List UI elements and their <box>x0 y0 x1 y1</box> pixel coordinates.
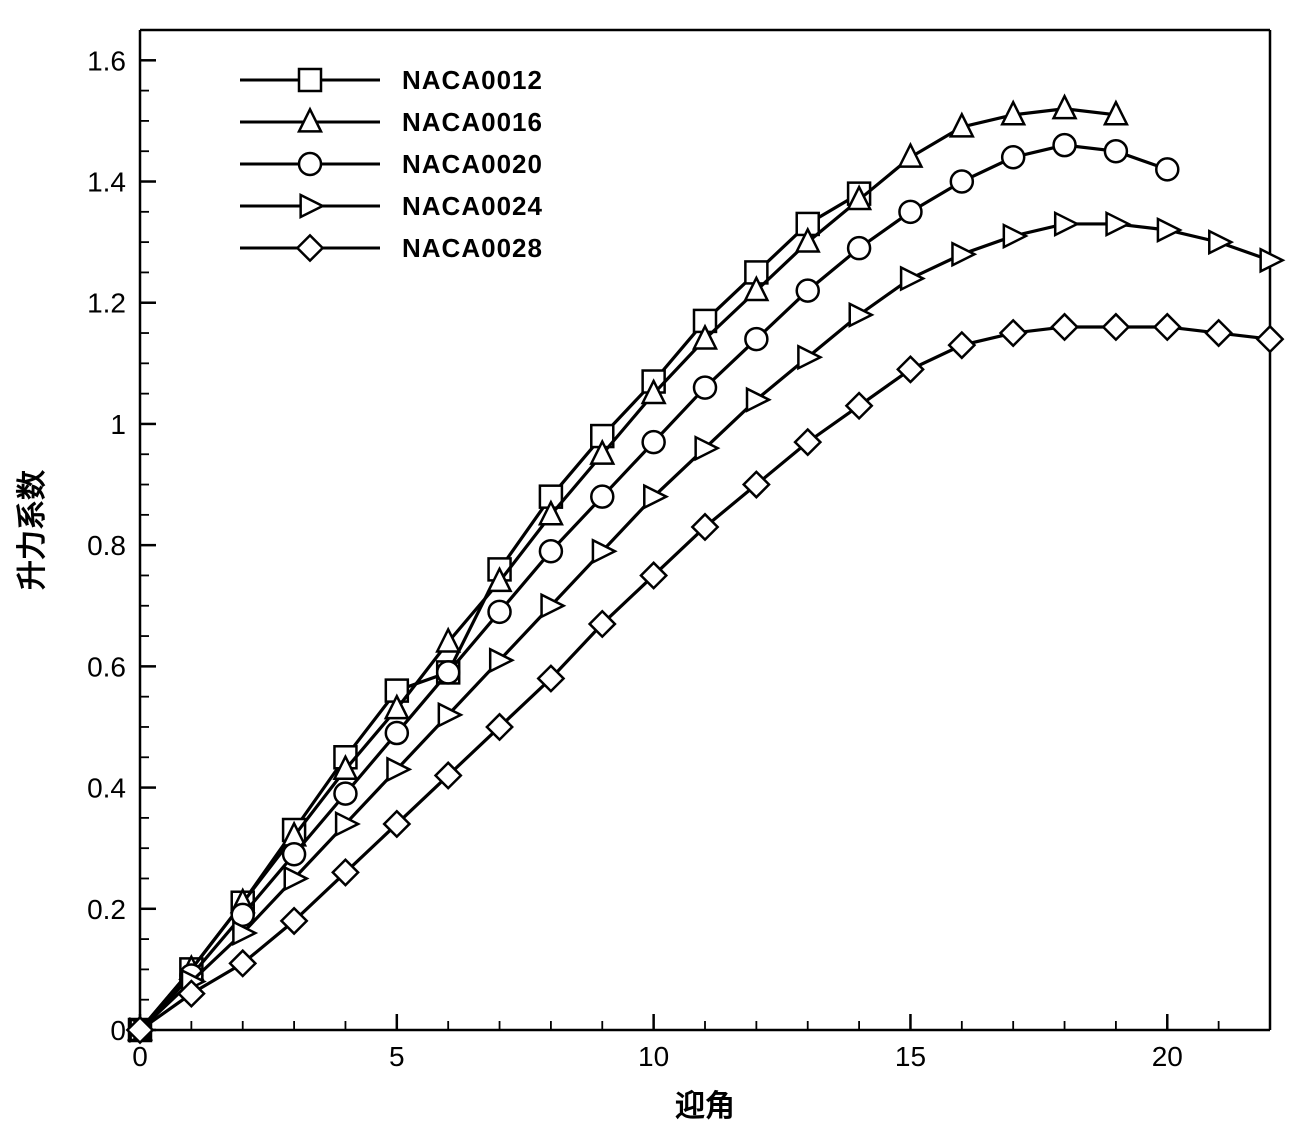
x-tick-label: 0 <box>132 1041 148 1072</box>
x-tick-label: 15 <box>895 1041 926 1072</box>
y-tick-label: 0.8 <box>87 530 126 561</box>
y-tick-label: 1.4 <box>87 167 126 198</box>
legend-label: NACA0012 <box>402 65 543 95</box>
series-NACA0016 <box>129 96 1127 1039</box>
x-tick-label: 20 <box>1152 1041 1183 1072</box>
legend-label: NACA0024 <box>402 191 543 221</box>
legend-item-NACA0028: NACA0028 <box>240 233 543 263</box>
legend-item-NACA0020: NACA0020 <box>240 149 543 179</box>
legend-label: NACA0020 <box>402 149 543 179</box>
lift-coefficient-chart: 0 5 10 15 20 迎角 0 0.2 0.4 0.6 0.8 1 1.2 1.4 1.6 升力系数 NAC… <box>0 0 1302 1143</box>
x-tick-label: 10 <box>638 1041 669 1072</box>
x-axis-label: 迎角 <box>675 1090 735 1123</box>
y-tick-label: 0.2 <box>87 894 126 925</box>
legend-item-NACA0024: NACA0024 <box>240 191 543 221</box>
series-NACA0028 <box>127 314 1282 1042</box>
y-tick-label: 1.2 <box>87 288 126 319</box>
legend-label: NACA0016 <box>402 107 543 137</box>
legend-label: NACA0028 <box>402 233 543 263</box>
y-tick-label: 0.4 <box>87 773 126 804</box>
legend-item-NACA0016: NACA0016 <box>240 107 543 137</box>
legend-item-NACA0012: NACA0012 <box>240 65 543 95</box>
y-tick-label: 1 <box>110 409 126 440</box>
y-tick-label: 0 <box>110 1015 126 1046</box>
legend: NACA0012 NACA0016 NACA0020 NACA0024 NACA0028 <box>240 65 543 263</box>
y-tick-label: 0.6 <box>87 651 126 682</box>
y-axis-label: 升力系数 <box>16 469 49 590</box>
y-tick-label: 1.6 <box>87 45 126 76</box>
x-tick-label: 5 <box>389 1041 405 1072</box>
chart-svg: 0 5 10 15 20 迎角 0 0.2 0.4 0.6 0.8 1 1.2 1.4 1.6 升力系数 NAC… <box>0 0 1302 1143</box>
